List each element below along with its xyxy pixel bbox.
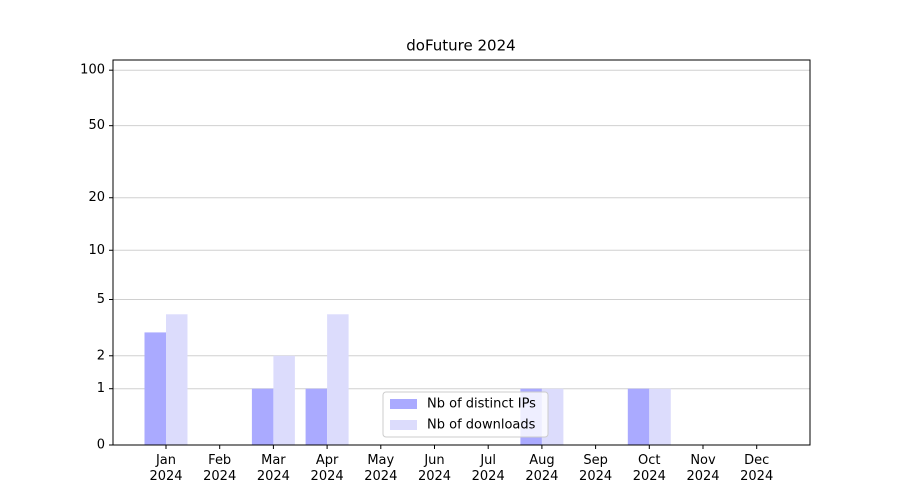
- y-tick-label: 1: [97, 381, 105, 396]
- x-tick-label: Jun 2024: [417, 453, 452, 484]
- y-tick-label: 5: [97, 292, 105, 307]
- axes-frame: [112, 59, 811, 446]
- chart-title: doFuture 2024: [406, 37, 515, 55]
- bar: [327, 314, 349, 445]
- y-tick-label: 10: [88, 243, 105, 258]
- legend-swatch: [390, 399, 417, 409]
- bar: [627, 388, 650, 445]
- x-tick-label: Apr 2024: [310, 453, 344, 484]
- bar: [251, 388, 274, 445]
- bar: [273, 355, 295, 445]
- bar: [144, 332, 166, 445]
- x-tick-label: Nov 2024: [686, 453, 720, 484]
- x-tick-label: Jul 2024: [471, 453, 505, 484]
- bar: [649, 388, 671, 445]
- y-tick-label: 100: [80, 63, 105, 78]
- legend-swatch: [390, 420, 417, 430]
- x-tick-label: Jan 2024: [149, 453, 183, 484]
- x-tick-label: Feb 2024: [203, 453, 237, 484]
- x-tick-label: May 2024: [364, 453, 398, 484]
- x-tick-label: Mar 2024: [256, 453, 290, 484]
- bar: [166, 314, 188, 445]
- y-tick-label: 0: [97, 438, 105, 453]
- x-tick-label: Dec 2024: [740, 453, 774, 484]
- legend-label: Nb of distinct IPs: [427, 397, 536, 412]
- y-tick-label: 20: [88, 190, 105, 205]
- legend-box: [382, 391, 549, 438]
- x-tick-label: Aug 2024: [525, 453, 559, 484]
- bar: [305, 388, 328, 445]
- x-tick-label: Sep 2024: [579, 453, 613, 484]
- y-tick-label: 2: [97, 348, 105, 363]
- y-tick-label: 50: [88, 118, 105, 133]
- legend-label: Nb of downloads: [427, 418, 536, 433]
- x-tick-label: Oct 2024: [632, 453, 666, 484]
